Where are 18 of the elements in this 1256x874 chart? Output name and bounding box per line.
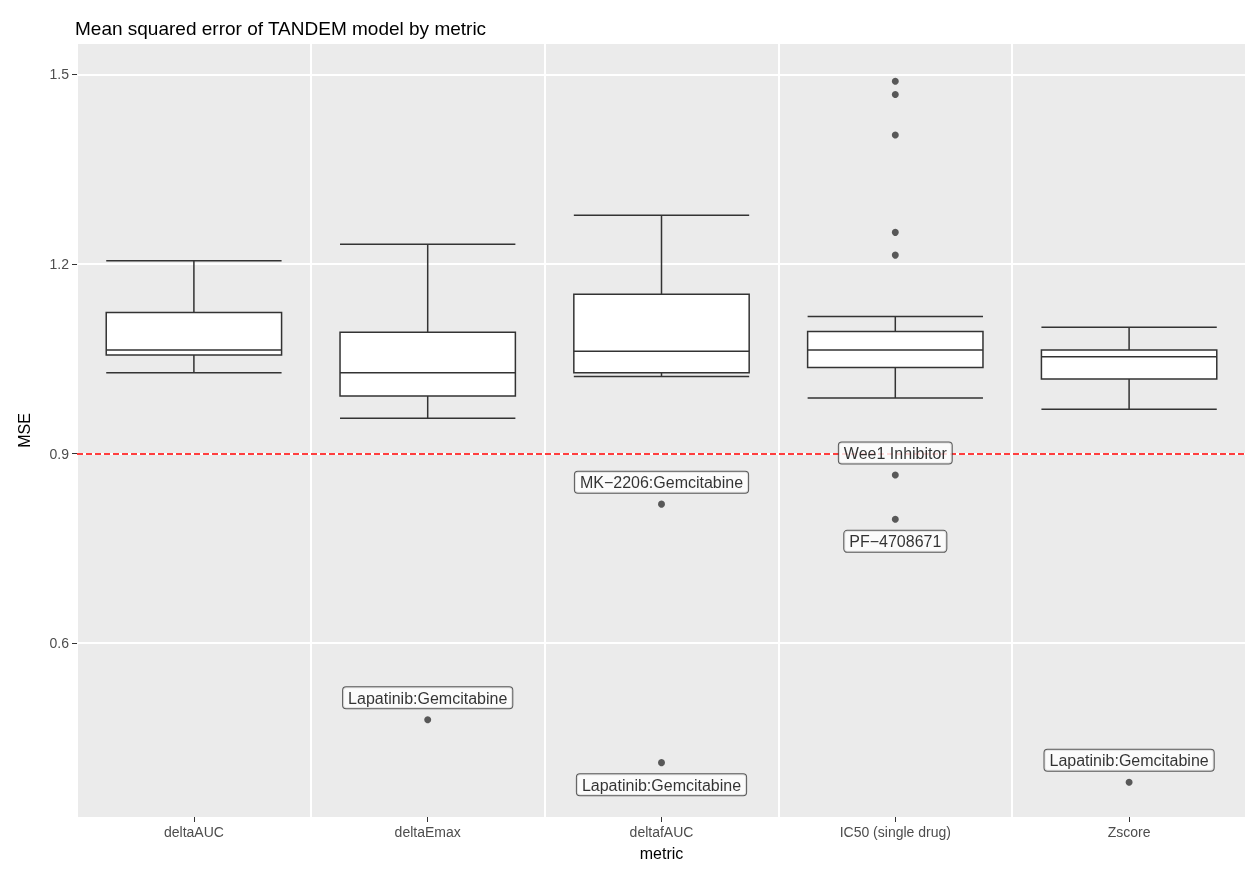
x-tick-label: deltafAUC xyxy=(629,824,694,840)
annotation: Lapatinib:Gemcitabine xyxy=(348,689,508,707)
x-tick-label: deltaAUC xyxy=(163,824,224,840)
annotation: Lapatinib:Gemcitabine xyxy=(1049,752,1209,770)
x-tick-label: Zscore xyxy=(1107,824,1151,840)
y-tick-label: 0.9 xyxy=(49,445,70,462)
annotation: Wee1 Inhibitor xyxy=(843,445,948,463)
chart-title: Mean squared error of TANDEM model by metric xyxy=(75,18,487,39)
x-tick-label: IC50 (single drug) xyxy=(839,824,951,840)
y-tick-label: 0.6 xyxy=(49,635,70,652)
annotation: PF−4708671 xyxy=(849,533,942,551)
annotation: Lapatinib:Gemcitabine xyxy=(581,776,742,794)
annotation: MK−2206:Gemcitabine xyxy=(579,474,744,492)
x-axis-title: metric xyxy=(639,844,684,862)
y-tick-label: 1.2 xyxy=(49,255,70,272)
x-tick-label: deltaEmax xyxy=(394,824,461,840)
y-axis-title: MSE xyxy=(15,413,33,448)
y-tick-label: 1.5 xyxy=(49,66,70,83)
